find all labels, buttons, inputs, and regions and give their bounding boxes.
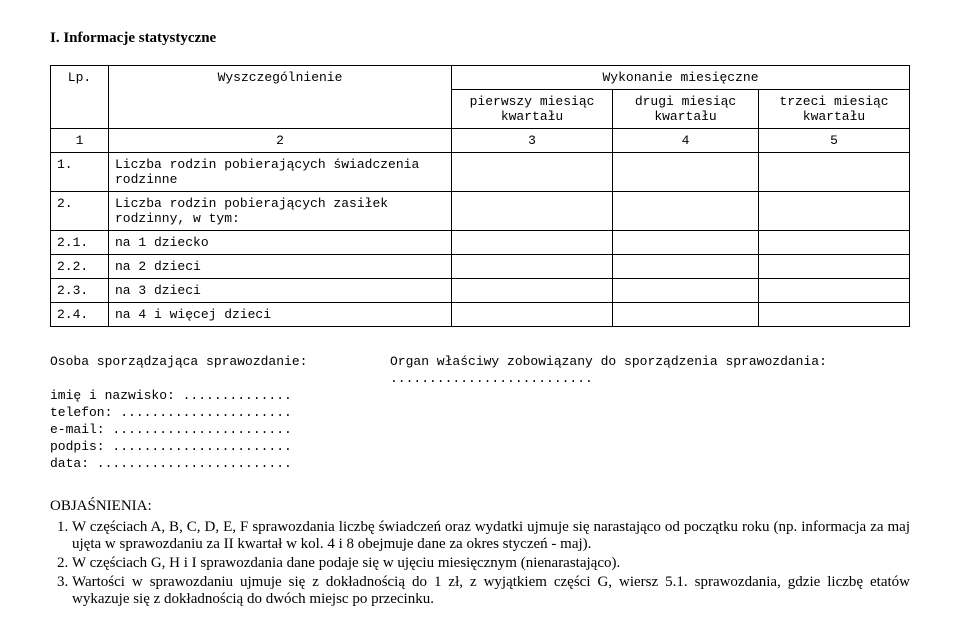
th-desc: Wyszczególnienie <box>109 66 452 129</box>
th-n4: 4 <box>613 129 759 153</box>
th-c2: drugi miesiąc kwartału <box>613 90 759 129</box>
cell-desc: na 3 dzieci <box>109 279 452 303</box>
obj-item: W częściach A, B, C, D, E, F sprawozdani… <box>72 519 910 553</box>
cell-v1 <box>452 255 613 279</box>
table-row: 2.3. na 3 dzieci <box>51 279 910 303</box>
th-n5: 5 <box>759 129 910 153</box>
cell-v1 <box>452 153 613 192</box>
cell-v3 <box>759 255 910 279</box>
signer-block: Osoba sporządzająca sprawozdanie: imię i… <box>50 352 390 473</box>
signer-date: data: ......................... <box>50 456 390 471</box>
cell-lp: 2.3. <box>51 279 109 303</box>
table-row: 2.4. na 4 i więcej dzieci <box>51 303 910 327</box>
cell-v2 <box>613 192 759 231</box>
cell-v1 <box>452 192 613 231</box>
th-wyk: Wykonanie miesięczne <box>452 66 910 90</box>
th-c3: trzeci miesiąc kwartału <box>759 90 910 129</box>
cell-desc: na 4 i więcej dzieci <box>109 303 452 327</box>
table-row: 2. Liczba rodzin pobierających zasiłek r… <box>51 192 910 231</box>
obj-item: Wartości w sprawozdaniu ujmuje się z dok… <box>72 574 910 608</box>
cell-desc: Liczba rodzin pobierających świadczenia … <box>109 153 452 192</box>
signatures-block: Osoba sporządzająca sprawozdanie: imię i… <box>50 352 910 473</box>
obj-item: W częściach G, H i I sprawozdania dane p… <box>72 555 910 572</box>
table-row: 2.1. na 1 dziecko <box>51 231 910 255</box>
cell-v3 <box>759 303 910 327</box>
th-n3: 3 <box>452 129 613 153</box>
th-n2: 2 <box>109 129 452 153</box>
th-lp: Lp. <box>51 66 109 129</box>
signer-sign: podpis: ....................... <box>50 439 390 454</box>
cell-v1 <box>452 279 613 303</box>
table-row: 2.2. na 2 dzieci <box>51 255 910 279</box>
cell-lp: 1. <box>51 153 109 192</box>
objasnienia-list: W częściach A, B, C, D, E, F sprawozdani… <box>50 519 910 608</box>
cell-v2 <box>613 153 759 192</box>
signer-name: imię i nazwisko: .............. <box>50 388 390 403</box>
cell-v2 <box>613 255 759 279</box>
th-n1: 1 <box>51 129 109 153</box>
cell-v2 <box>613 279 759 303</box>
cell-desc: na 1 dziecko <box>109 231 452 255</box>
cell-v1 <box>452 303 613 327</box>
th-c1: pierwszy miesiąc kwartału <box>452 90 613 129</box>
organ-title: Organ właściwy zobowiązany do sporządzen… <box>390 354 910 369</box>
cell-desc: na 2 dzieci <box>109 255 452 279</box>
section-title: I. Informacje statystyczne <box>50 30 910 47</box>
cell-v3 <box>759 231 910 255</box>
cell-v3 <box>759 153 910 192</box>
signer-email: e-mail: ....................... <box>50 422 390 437</box>
cell-lp: 2. <box>51 192 109 231</box>
organ-block: Organ właściwy zobowiązany do sporządzen… <box>390 352 910 473</box>
stats-table: Lp. Wyszczególnienie Wykonanie miesięczn… <box>50 65 910 327</box>
cell-v1 <box>452 231 613 255</box>
signer-phone: telefon: ...................... <box>50 405 390 420</box>
organ-dots: .......................... <box>390 371 910 386</box>
cell-lp: 2.1. <box>51 231 109 255</box>
signer-title: Osoba sporządzająca sprawozdanie: <box>50 354 390 369</box>
cell-lp: 2.2. <box>51 255 109 279</box>
cell-desc: Liczba rodzin pobierających zasiłek rodz… <box>109 192 452 231</box>
cell-lp: 2.4. <box>51 303 109 327</box>
cell-v2 <box>613 231 759 255</box>
cell-v3 <box>759 192 910 231</box>
objasnienia-title: OBJAŚNIENIA: <box>50 498 910 515</box>
cell-v3 <box>759 279 910 303</box>
cell-v2 <box>613 303 759 327</box>
table-row: 1. Liczba rodzin pobierających świadczen… <box>51 153 910 192</box>
